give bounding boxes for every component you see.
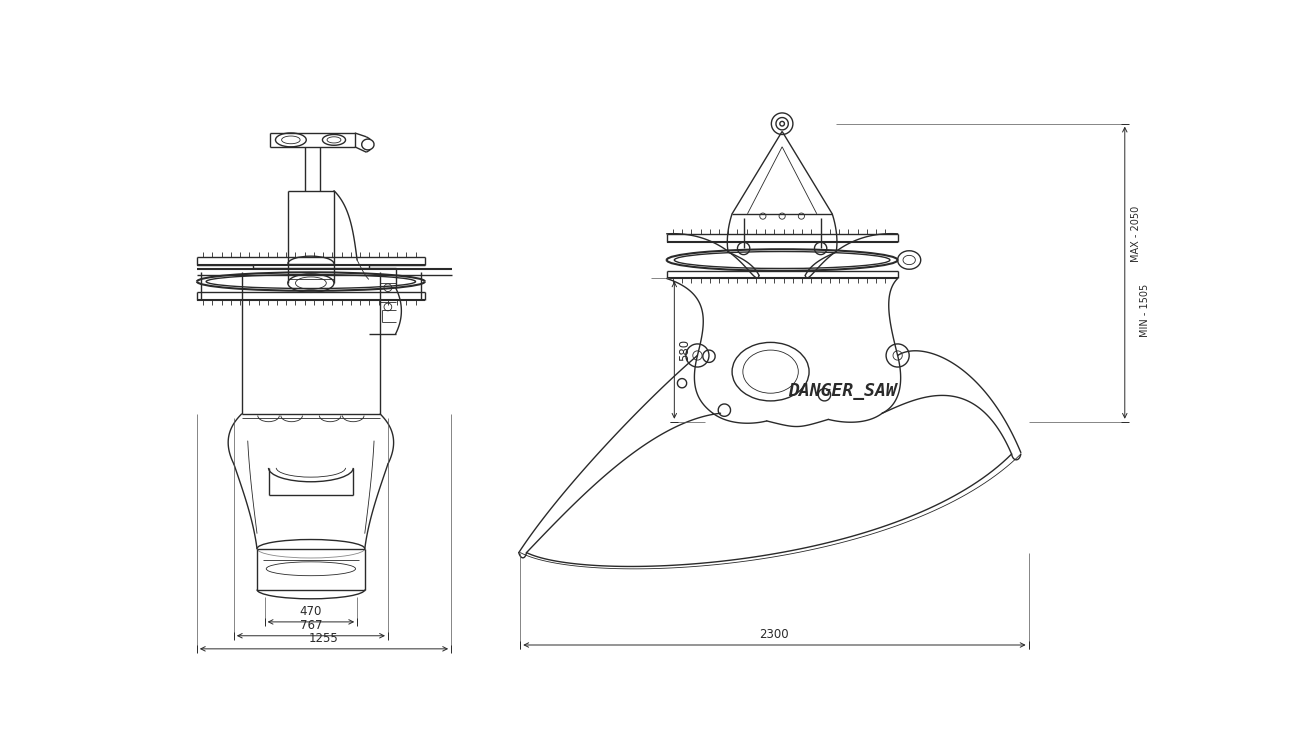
Text: MAX - 2050: MAX - 2050 (1131, 205, 1141, 262)
Text: 580: 580 (678, 339, 691, 361)
Text: 470: 470 (300, 605, 322, 618)
Text: 2300: 2300 (760, 628, 790, 641)
Text: DANGER_SAW: DANGER_SAW (788, 382, 896, 400)
Text: MIN - 1505: MIN - 1505 (1140, 284, 1151, 337)
Text: 767: 767 (300, 619, 322, 632)
Text: 1255: 1255 (309, 632, 339, 645)
